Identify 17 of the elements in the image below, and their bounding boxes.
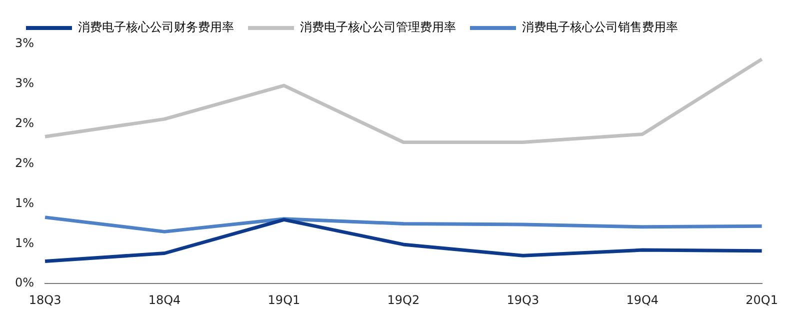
y-tick-label: 1%	[14, 196, 34, 210]
y-tick-label: 1%	[14, 236, 34, 250]
y-tick-label: 2%	[14, 156, 34, 170]
y-tick-label: 0%	[14, 276, 34, 290]
x-tick-label: 19Q3	[506, 292, 540, 307]
x-tick-label: 18Q4	[148, 292, 181, 307]
x-tick-label: 19Q4	[626, 292, 659, 307]
legend-label: 消费电子核心公司财务费用率	[78, 20, 234, 34]
y-tick-label: 2%	[14, 116, 34, 130]
y-tick-label: 3%	[14, 76, 34, 90]
y-tick-label: 3%	[14, 36, 34, 50]
x-tick-label: 18Q3	[28, 292, 62, 307]
legend-label: 消费电子核心公司销售费用率	[522, 20, 678, 34]
x-tick-label: 20Q1	[746, 292, 778, 307]
x-tick-label: 19Q2	[387, 292, 420, 307]
legend-label: 消费电子核心公司管理费用率	[300, 20, 456, 34]
x-tick-label: 19Q1	[268, 292, 300, 307]
